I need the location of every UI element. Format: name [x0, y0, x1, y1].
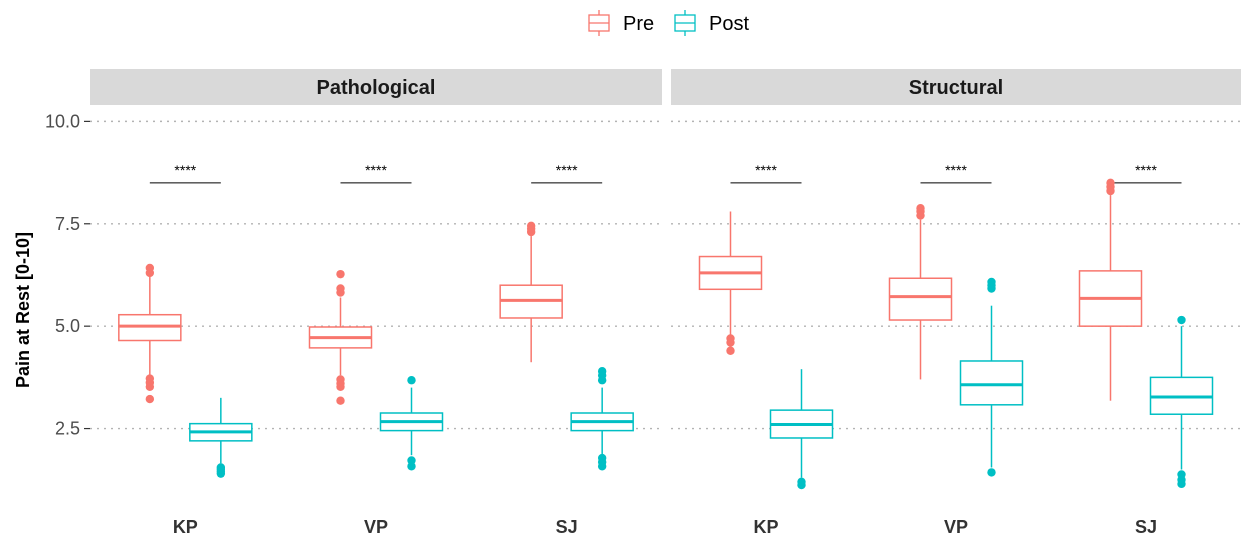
legend: Pre Post	[588, 10, 749, 36]
outlier-point	[1106, 186, 1115, 196]
panel-title: Structural	[909, 77, 1003, 99]
significance-label: ****	[556, 162, 578, 178]
box-post-vp	[379, 376, 444, 471]
outlier-point	[336, 396, 345, 405]
box-post-sj	[570, 367, 634, 471]
legend-label: Pre	[623, 13, 654, 35]
legend-label: Post	[709, 13, 749, 35]
x-category-label: VP	[944, 517, 968, 537]
outlier-point	[336, 382, 345, 391]
outlier-point	[407, 376, 416, 385]
box-pre-sj	[1078, 178, 1143, 401]
outlier-point	[336, 269, 345, 279]
box-post-sj	[1149, 315, 1214, 489]
outlier-point	[1177, 479, 1186, 489]
x-category-label: KP	[173, 517, 198, 537]
box-pre-vp	[308, 269, 373, 405]
outlier-point	[597, 376, 607, 385]
outlier-point	[916, 211, 925, 220]
panel-pathological: Pathological KP **** VP **** SJ ****	[90, 69, 662, 537]
outlier-point	[987, 468, 996, 477]
outlier-point	[336, 288, 345, 297]
outlier-point	[216, 469, 226, 478]
box-post-kp	[769, 369, 834, 490]
box-post-kp	[189, 397, 253, 478]
significance-label: ****	[174, 162, 196, 178]
panel-structural: Structural KP **** VP **** SJ ****	[671, 69, 1241, 537]
x-category-label: VP	[364, 517, 388, 537]
y-tick-label: 5.0	[55, 316, 80, 336]
panels: PathologicalKP****VP****SJ****Structural…	[90, 69, 1241, 537]
legend-entry-pre: Pre	[588, 10, 654, 36]
box-pre-kp	[118, 263, 182, 404]
outlier-point	[597, 462, 607, 471]
outlier-point	[407, 462, 416, 471]
significance-label: ****	[945, 162, 967, 178]
outlier-point	[145, 268, 155, 278]
x-category-label: SJ	[1135, 517, 1157, 537]
x-category-label: KP	[753, 517, 778, 537]
outlier-point	[987, 284, 996, 293]
outlier-point	[145, 382, 155, 391]
box-pre-vp	[888, 204, 953, 380]
panel-title: Pathological	[317, 77, 436, 99]
outlier-point	[145, 394, 155, 404]
outlier-point	[797, 480, 806, 490]
y-tick-label: 2.5	[55, 419, 80, 439]
y-axis: 2.5 5.0 7.5 10.0	[45, 111, 90, 439]
y-tick-label: 7.5	[55, 214, 80, 234]
legend-entry-post: Post	[674, 10, 749, 36]
significance-label: ****	[755, 162, 777, 178]
y-axis-label: Pain at Rest [0-10]	[13, 232, 33, 388]
panel-strip	[90, 69, 662, 105]
significance-label: ****	[1135, 162, 1157, 178]
outlier-point	[726, 346, 735, 355]
outlier-point	[526, 227, 536, 237]
box-iqr	[959, 360, 1024, 406]
box-pre-sj	[499, 221, 563, 363]
outlier-point	[1177, 315, 1186, 325]
y-tick-label: 10.0	[45, 111, 80, 131]
box-iqr	[888, 277, 953, 321]
outlier-point	[726, 338, 735, 347]
x-category-label: SJ	[556, 517, 578, 537]
box-post-vp	[959, 277, 1024, 477]
panel-strip	[671, 69, 1241, 105]
significance-label: ****	[365, 162, 387, 178]
box-pre-kp	[698, 211, 763, 355]
